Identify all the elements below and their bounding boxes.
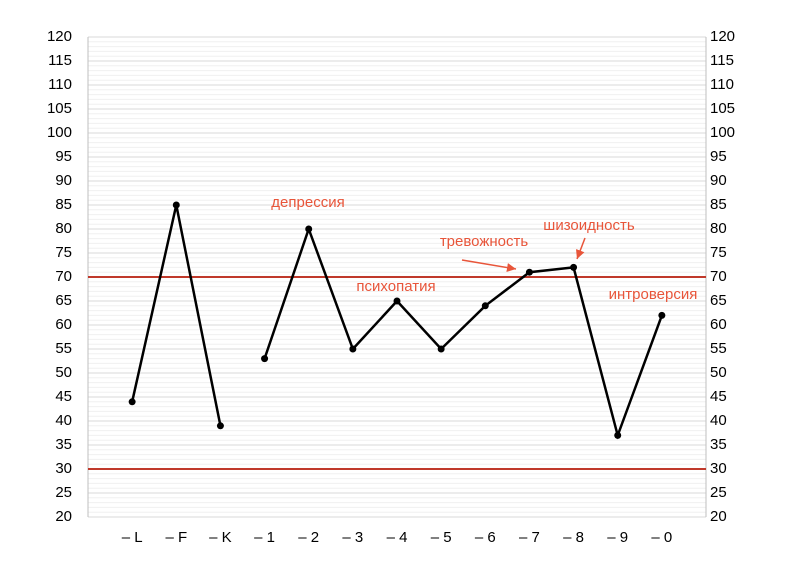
annotation: психопатия: [356, 278, 435, 295]
series-line: [263, 225, 664, 440]
y-tick-label: 115: [48, 52, 72, 69]
y-tick-label: 70: [55, 268, 72, 285]
data-point: [261, 355, 269, 363]
y-tick-label: 120: [47, 28, 72, 45]
y2-tick-label: 70: [710, 268, 727, 285]
data-point: [614, 431, 622, 439]
x-tick-label: – 3: [342, 529, 363, 546]
y-tick-label: 90: [55, 172, 72, 189]
data-point: [570, 263, 578, 271]
y-tick-label: 110: [48, 76, 72, 93]
y-tick-label: 35: [55, 436, 72, 453]
x-tick-label: – 7: [519, 529, 540, 546]
data-point: [305, 225, 313, 233]
annotation: депрессия: [271, 194, 344, 211]
data-point: [172, 201, 180, 209]
y-tick-label: 95: [55, 148, 72, 165]
x-tick-label: – 4: [387, 529, 408, 546]
y-tick-label: 20: [55, 508, 72, 525]
y-tick-label: 50: [55, 364, 72, 381]
y2-tick-label: 85: [710, 196, 727, 213]
y2-tick-label: 20: [710, 508, 727, 525]
y2-tick-label: 45: [710, 388, 727, 405]
x-tick-label: – 8: [563, 529, 584, 546]
y-tick-label: 100: [47, 124, 72, 141]
x-tick-label: – 6: [475, 529, 496, 546]
annotation: тревожность: [440, 233, 529, 250]
y-tick-label: 65: [55, 292, 72, 309]
y2-tick-label: 90: [710, 172, 727, 189]
x-tick-label: – K: [209, 529, 232, 546]
x-tick-label: – 1: [254, 529, 275, 546]
y2-tick-label: 30: [710, 460, 727, 477]
x-tick-label: – 0: [651, 529, 672, 546]
y2-tick-label: 55: [710, 340, 727, 357]
y2-tick-label: 80: [710, 220, 727, 237]
y-tick-label: 60: [55, 316, 72, 333]
y-tick-label: 30: [55, 460, 72, 477]
x-tick-label: – 2: [298, 529, 319, 546]
y2-tick-label: 105: [710, 100, 735, 117]
x-tick-label: – L: [122, 529, 143, 546]
x-tick-label: – 5: [431, 529, 452, 546]
data-point: [128, 398, 136, 406]
y2-tick-label: 60: [710, 316, 727, 333]
data-point: [658, 311, 666, 319]
y2-tick-label: 115: [710, 52, 734, 69]
y2-tick-label: 40: [710, 412, 727, 429]
y2-tick-label: 100: [710, 124, 735, 141]
y2-tick-label: 120: [710, 28, 735, 45]
y-tick-label: 55: [55, 340, 72, 357]
y-tick-label: 80: [55, 220, 72, 237]
data-point: [393, 297, 401, 305]
x-tick-label: – F: [165, 529, 187, 546]
y2-tick-label: 50: [710, 364, 727, 381]
y-tick-label: 85: [55, 196, 72, 213]
y-tick-label: 40: [55, 412, 72, 429]
data-point: [525, 268, 533, 276]
annotation: шизоидность: [543, 217, 635, 234]
data-point: [349, 345, 357, 353]
y-tick-label: 105: [47, 100, 72, 117]
y-tick-label: 45: [55, 388, 72, 405]
data-point: [437, 345, 445, 353]
annotation-arrow: [461, 259, 517, 272]
y2-tick-label: 75: [710, 244, 727, 261]
data-point: [481, 302, 489, 310]
y2-tick-label: 35: [710, 436, 727, 453]
annotation-arrow: [575, 237, 586, 260]
y2-tick-label: 95: [710, 148, 727, 165]
x-tick-label: – 9: [607, 529, 628, 546]
y2-tick-label: 25: [710, 484, 727, 501]
y-tick-label: 25: [55, 484, 72, 501]
annotation: интроверсия: [609, 286, 698, 303]
y2-tick-label: 110: [710, 76, 734, 93]
data-point: [216, 422, 224, 430]
y2-tick-label: 65: [710, 292, 727, 309]
y-tick-label: 75: [55, 244, 72, 261]
